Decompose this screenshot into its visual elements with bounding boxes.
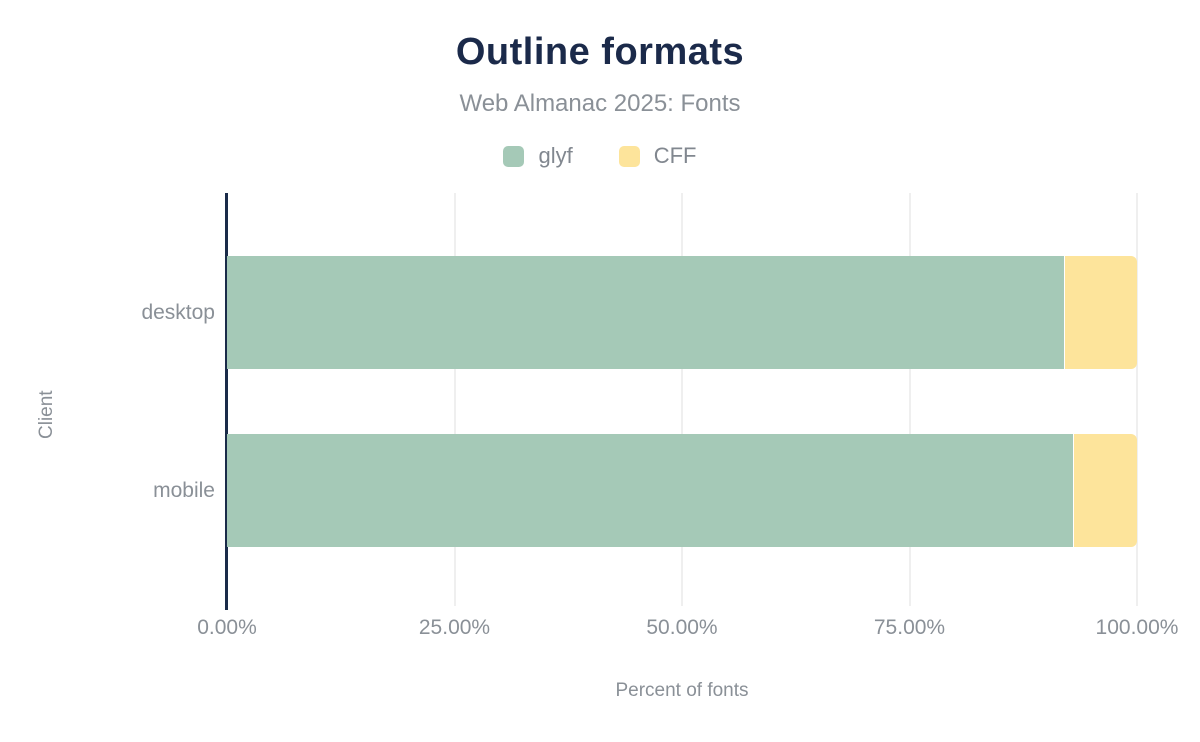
x-tick-label-75: 75.00% <box>873 616 946 639</box>
legend-item-glyf[interactable]: glyf <box>503 143 573 169</box>
legend-label-glyf: glyf <box>538 143 573 168</box>
plot-area: Client Percent of fonts 0.00% 25.00% 50.00… <box>36 193 1178 701</box>
y-axis-title: Client <box>36 390 57 440</box>
x-tick-label-0: 0.00% <box>197 616 257 639</box>
bar-segment-desktop-glyf[interactable] <box>227 256 1065 369</box>
bar-segment-desktop-CFF[interactable] <box>1064 256 1137 369</box>
chart-subtitle: Web Almanac 2025: Fonts <box>459 90 741 117</box>
legend-swatch-CFF <box>618 145 640 167</box>
y-category-label-desktop: desktop <box>141 300 215 324</box>
legend-swatch-glyf <box>503 145 525 167</box>
bar-segment-mobile-glyf[interactable] <box>227 434 1074 547</box>
x-tick-label-25: 25.00% <box>418 616 491 639</box>
y-category-label-mobile: mobile <box>153 478 215 502</box>
chart-title: Outline formats <box>455 31 745 73</box>
x-axis-title: Percent of fonts <box>615 680 749 701</box>
x-tick-label-100: 100.00% <box>1095 616 1179 639</box>
legend-label-CFF: CFF <box>653 143 697 168</box>
y-axis-line <box>225 193 228 610</box>
gridline-50 <box>681 193 683 606</box>
legend-item-CFF[interactable]: CFF <box>618 143 697 169</box>
legend: glyf CFF <box>0 143 1200 169</box>
gridline-100 <box>1136 193 1138 606</box>
gridline-75 <box>908 193 911 606</box>
bar-segment-mobile-CFF[interactable] <box>1073 434 1137 547</box>
x-tick-label-50: 50.00% <box>646 616 718 639</box>
gridline-25 <box>453 193 456 606</box>
